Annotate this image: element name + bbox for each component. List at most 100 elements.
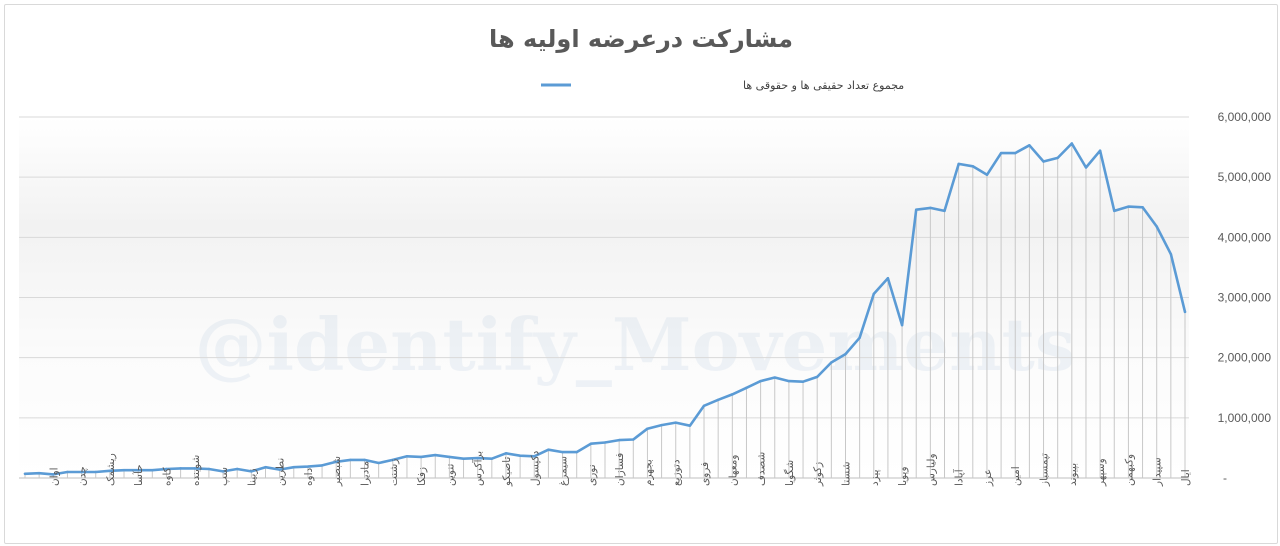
x-tick-label: آپادا	[953, 468, 966, 486]
data-point	[264, 465, 267, 469]
data-point	[688, 424, 692, 427]
data-point	[1169, 252, 1173, 256]
data-point	[929, 206, 932, 210]
x-tick-label: تنوین	[444, 463, 456, 486]
data-point	[533, 455, 536, 458]
data-point	[221, 470, 225, 473]
drop-lines	[24, 143, 1186, 478]
data-point	[462, 457, 465, 460]
x-tick-label: مادیرا	[360, 461, 372, 486]
data-point	[1042, 160, 1045, 163]
data-point	[617, 438, 621, 442]
data-point	[589, 442, 593, 445]
data-point	[702, 404, 706, 407]
data-point	[674, 421, 677, 424]
x-tick-label: سپیدار	[1152, 457, 1164, 487]
data-point	[999, 151, 1003, 155]
data-point	[957, 162, 960, 166]
x-tick-label: نطرین	[275, 458, 287, 486]
x-tick-label: ومعهان	[727, 454, 739, 486]
chart-title: مشارکت درعرضه اولیه ها	[489, 25, 793, 53]
x-tick-label: سپ	[218, 467, 230, 486]
x-tick-label: شصدف	[756, 452, 768, 486]
x-axis-ticks: ایال سپیدار وکبهمن وسپهر بپیوند تپمسباز امین عر…	[48, 450, 1192, 487]
data-point	[363, 458, 366, 462]
data-point	[434, 453, 437, 457]
data-point	[787, 379, 791, 383]
legend-label: مجموع تعداد حقیقی ها و حقوقی ها	[743, 79, 904, 92]
x-tick-label: فسازان	[614, 453, 626, 486]
x-tick-label: شستا	[840, 461, 852, 486]
data-point	[1084, 166, 1088, 169]
data-point	[151, 468, 154, 472]
y-tick-label: 3,000,000	[1218, 291, 1272, 305]
x-tick-label: تاصیکو	[501, 456, 513, 487]
data-point	[193, 467, 196, 470]
data-point	[278, 468, 281, 471]
data-point	[1127, 205, 1130, 208]
data-point	[108, 469, 112, 472]
data-point	[1183, 310, 1187, 314]
x-tick-label: وپویا	[897, 466, 909, 486]
x-tick-label: زفکا	[416, 467, 428, 486]
data-point	[94, 470, 97, 474]
data-point	[250, 470, 253, 473]
x-tick-label: وسپهر	[1095, 458, 1107, 487]
y-tick-label: -	[1223, 471, 1227, 485]
x-tick-label: شبصیر	[331, 456, 343, 487]
data-point	[1113, 209, 1116, 213]
data-point	[52, 473, 55, 476]
x-tick-label: داوه	[303, 468, 315, 486]
data-point	[844, 352, 847, 356]
x-tick-label: بجهرم	[642, 459, 654, 486]
data-point	[179, 467, 182, 470]
data-point	[405, 455, 409, 458]
watermark-text: @identify_Movements	[195, 302, 1076, 387]
data-point	[801, 380, 805, 383]
data-point	[872, 292, 875, 296]
data-point	[377, 461, 380, 465]
gridlines	[19, 116, 1189, 479]
y-tick-label: 4,000,000	[1218, 230, 1272, 244]
data-point	[716, 398, 720, 401]
data-point	[646, 427, 649, 430]
data-point	[815, 375, 819, 379]
x-tick-label: فروی	[699, 462, 711, 486]
chart-frame: @identify_Movements 6,000,000 5,000,000 4,…	[4, 4, 1278, 544]
x-tick-label: حآسا	[132, 464, 145, 486]
data-point	[547, 448, 550, 451]
x-tick-label: سیمرغ	[558, 456, 570, 486]
x-tick-label: زکوثر	[812, 462, 824, 487]
data-point	[731, 393, 734, 396]
data-point	[349, 458, 352, 462]
data-point	[1028, 144, 1031, 147]
x-tick-label: ایال	[1180, 469, 1192, 486]
data-point	[985, 173, 989, 176]
x-tick-label: تپمسباز	[1039, 453, 1051, 487]
watermark: @identify_Movements	[195, 302, 1076, 387]
y-tick-label: 6,000,000	[1218, 110, 1272, 124]
data-point	[745, 386, 748, 389]
data-point	[448, 455, 451, 459]
x-tick-label: شوینده	[190, 455, 202, 486]
y-tick-label: 2,000,000	[1218, 351, 1272, 365]
data-point	[122, 468, 126, 472]
data-point	[971, 165, 975, 168]
x-tick-label: دکپسول	[529, 450, 541, 486]
data-point	[391, 458, 395, 462]
data-point	[23, 472, 27, 475]
data-point	[37, 471, 41, 475]
data-point	[235, 467, 239, 471]
data-point	[900, 323, 904, 327]
x-tick-label: بپیوند	[1067, 463, 1079, 486]
x-tick-label: وکبهمن	[1123, 454, 1135, 486]
data-point	[292, 465, 295, 469]
data-point	[915, 208, 918, 211]
x-tick-label: شگویا	[783, 460, 796, 486]
data-point	[419, 455, 423, 459]
x-tick-label: برآکرس	[472, 451, 485, 486]
x-tick-label: ریشمک	[105, 453, 117, 486]
data-point	[335, 460, 338, 463]
data-point	[306, 465, 310, 468]
x-tick-label: عرز	[982, 469, 994, 487]
